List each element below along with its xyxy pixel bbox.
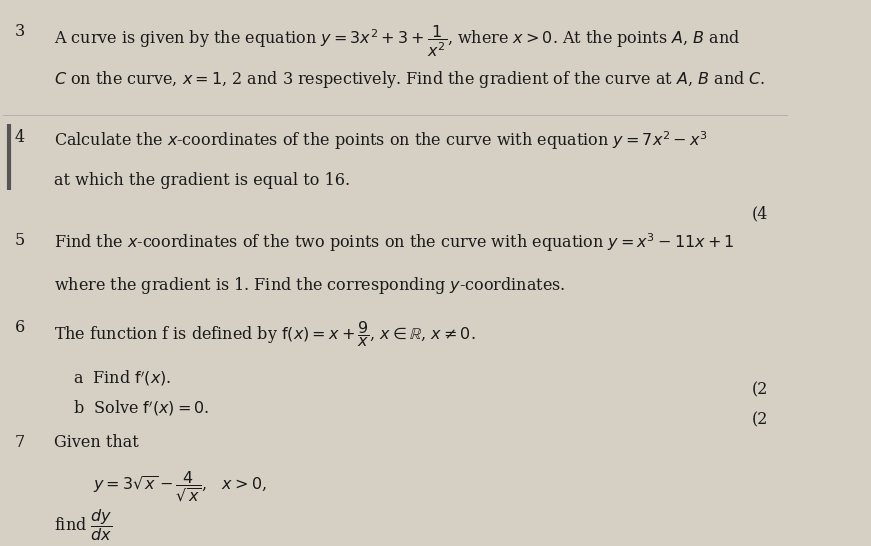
Text: 6: 6	[15, 319, 24, 336]
Text: 7: 7	[15, 435, 24, 452]
Text: (2: (2	[752, 412, 768, 429]
Text: at which the gradient is equal to 16.: at which the gradient is equal to 16.	[54, 173, 350, 189]
Text: $y = 3\sqrt{x} - \dfrac{4}{\sqrt{x}}$,   $x > 0$,: $y = 3\sqrt{x} - \dfrac{4}{\sqrt{x}}$, $…	[93, 470, 267, 505]
Text: (2: (2	[752, 381, 768, 398]
Text: find $\dfrac{dy}{dx}$: find $\dfrac{dy}{dx}$	[54, 507, 112, 543]
Text: where the gradient is 1. Find the corresponding $y$-coordinates.: where the gradient is 1. Find the corres…	[54, 275, 565, 296]
Text: The function f is defined by $\mathrm{f}(x) = x + \dfrac{9}{x}$, $x \in \mathbb{: The function f is defined by $\mathrm{f}…	[54, 319, 476, 349]
Text: a  Find $\mathrm{f}'(x)$.: a Find $\mathrm{f}'(x)$.	[73, 369, 172, 388]
Text: $C$ on the curve, $x = 1$, 2 and 3 respectively. Find the gradient of the curve : $C$ on the curve, $x = 1$, 2 and 3 respe…	[54, 69, 766, 90]
Text: Given that: Given that	[54, 435, 138, 452]
Text: 4: 4	[15, 129, 24, 146]
Text: b  Solve $\mathrm{f}'(x) = 0$.: b Solve $\mathrm{f}'(x) = 0$.	[73, 399, 210, 418]
Text: A curve is given by the equation $y = 3x^2 + 3 + \dfrac{1}{x^2}$, where $x > 0$.: A curve is given by the equation $y = 3x…	[54, 23, 740, 59]
Text: 3: 3	[15, 23, 24, 40]
Text: (4: (4	[752, 205, 768, 222]
Text: Calculate the $x$-coordinates of the points on the curve with equation $y = 7x^2: Calculate the $x$-coordinates of the poi…	[54, 129, 707, 152]
Text: Find the $x$-coordinates of the two points on the curve with equation $y = x^3 -: Find the $x$-coordinates of the two poin…	[54, 232, 734, 254]
Text: 5: 5	[15, 232, 24, 249]
